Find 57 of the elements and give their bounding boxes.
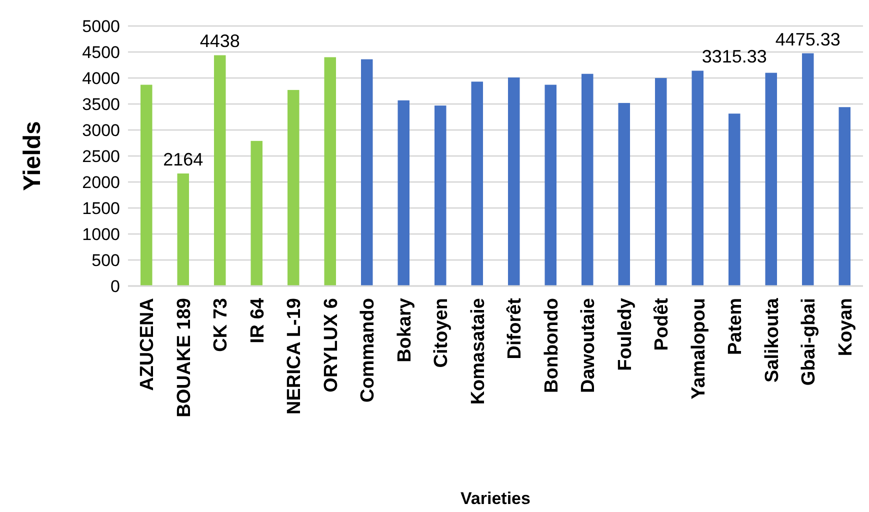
x-tick-label: Salikouta — [762, 298, 783, 382]
x-tick-label: IR 64 — [247, 298, 268, 344]
data-label: 3315.33 — [702, 46, 767, 67]
bar — [728, 114, 740, 286]
x-tick-label: AZUCENA — [137, 298, 158, 391]
bar — [434, 106, 446, 286]
y-tick-label: 0 — [110, 276, 120, 296]
bar — [802, 53, 814, 286]
x-tick-label: Komasataie — [468, 298, 489, 405]
bar — [250, 140, 263, 286]
bar — [618, 102, 630, 286]
bar — [177, 173, 190, 286]
y-tick-label: 3000 — [82, 120, 120, 140]
bar — [508, 77, 520, 286]
x-tick-label: Citoyen — [431, 298, 452, 368]
y-tick-label: 500 — [92, 250, 120, 270]
x-tick-label: Bonbondo — [541, 298, 562, 393]
y-tick-label: 2500 — [82, 146, 120, 166]
data-label: 4438 — [200, 31, 240, 52]
bar — [140, 84, 152, 286]
x-tick-label: CK 73 — [210, 298, 232, 352]
y-tick-label: 2000 — [82, 172, 120, 192]
x-tick-label: Commando — [358, 298, 379, 402]
x-tick-label: Koyan — [835, 298, 856, 356]
y-tick-label: 3500 — [82, 94, 120, 114]
bar — [471, 82, 484, 286]
bar — [765, 72, 778, 286]
bar — [692, 70, 704, 286]
x-axis-title: Varieties — [460, 489, 530, 508]
y-tick-label: 1000 — [82, 224, 120, 244]
x-tick-label: NERICA L-19 — [284, 298, 306, 414]
bar — [838, 107, 851, 286]
y-tick-label: 5000 — [82, 16, 120, 36]
bar — [654, 78, 667, 286]
bar — [398, 100, 410, 286]
data-label: 2164 — [163, 149, 204, 170]
y-axis-title: Yields — [19, 121, 46, 191]
bar — [214, 55, 226, 286]
x-tick-label: Dawoutaie — [578, 298, 600, 394]
bar — [324, 57, 336, 286]
x-tick-label: Podêt — [652, 297, 673, 351]
x-tick-label: Yamalopou — [688, 298, 710, 400]
x-tick-label: ORYLUX 6 — [320, 298, 342, 392]
x-tick-label: Fouledy — [614, 298, 636, 371]
x-tick-label: Bokary — [394, 298, 416, 362]
x-tick-label: Patem — [725, 298, 746, 356]
y-tick-label: 1500 — [82, 198, 120, 218]
x-tick-label: BOUAKE 189 — [174, 298, 195, 418]
y-tick-label: 4000 — [82, 68, 120, 88]
data-label: 4475.33 — [775, 29, 840, 50]
bar — [287, 90, 300, 286]
bar — [360, 59, 373, 286]
x-tick-label: Diforêt — [504, 297, 526, 360]
y-tick-label: 4500 — [82, 42, 120, 62]
x-tick-label: Gbai-gbai — [798, 298, 820, 386]
bar — [581, 74, 594, 286]
bar — [544, 84, 557, 286]
